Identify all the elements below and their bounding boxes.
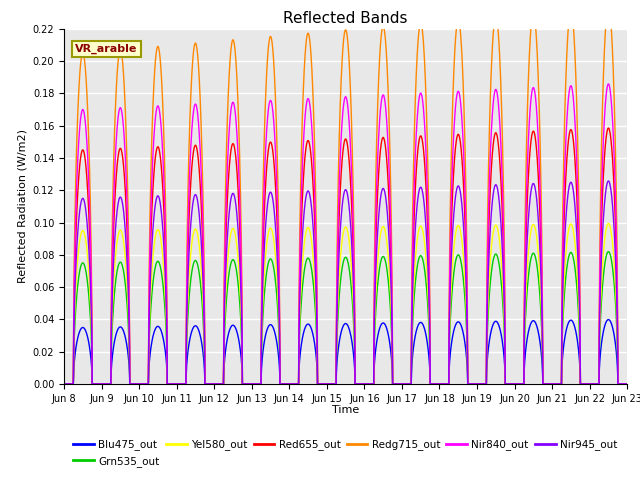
Text: VR_arable: VR_arable xyxy=(76,44,138,54)
Title: Reflected Bands: Reflected Bands xyxy=(284,11,408,26)
Legend: Blu475_out, Grn535_out, Yel580_out, Red655_out, Redg715_out, Nir840_out, Nir945_: Blu475_out, Grn535_out, Yel580_out, Red6… xyxy=(69,435,621,471)
Y-axis label: Reflected Radiation (W/m2): Reflected Radiation (W/m2) xyxy=(17,130,27,283)
X-axis label: Time: Time xyxy=(332,405,359,415)
